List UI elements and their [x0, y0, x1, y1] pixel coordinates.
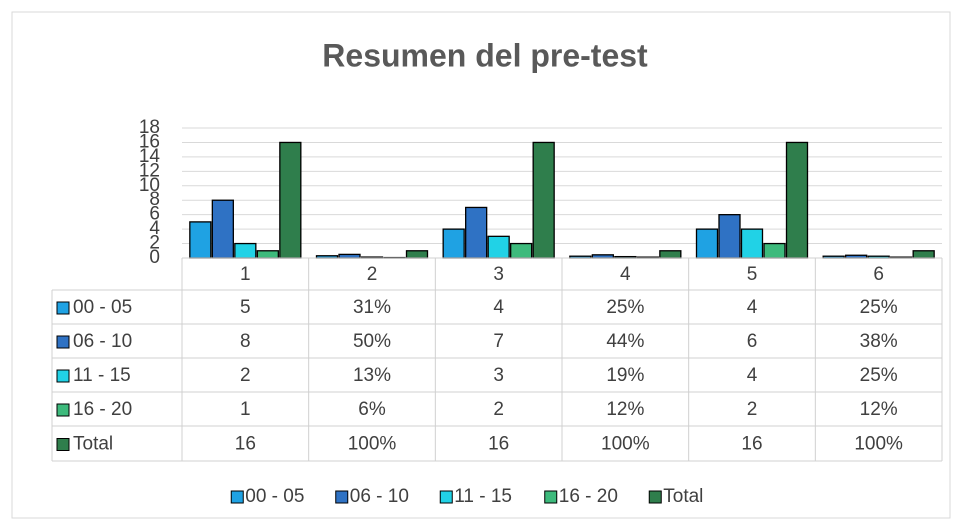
table-cell: 4 [747, 365, 758, 386]
bar [785, 141, 809, 259]
bar [442, 228, 465, 259]
y-tick-label: 2 [149, 233, 160, 254]
y-tick-label: 18 [139, 117, 160, 138]
bar [405, 250, 429, 259]
y-tick-label: 16 [139, 131, 160, 152]
table-cell: 13% [353, 365, 391, 386]
legend-label: 11 - 15 [454, 486, 512, 507]
table-series-name: Total [73, 434, 113, 455]
bar [510, 242, 533, 259]
table-cell: 12% [860, 399, 898, 420]
table-series-name: 00 - 05 [73, 297, 132, 318]
y-tick-label: 14 [139, 146, 161, 167]
bar [659, 250, 682, 259]
table-series-name: 06 - 10 [73, 331, 132, 352]
x-tick-label: 2 [367, 264, 378, 285]
table-cell: 3 [493, 365, 504, 386]
x-tick-label: 4 [620, 264, 631, 285]
legend-swatch [439, 490, 453, 504]
bar [718, 214, 741, 259]
bar [211, 199, 234, 259]
chart-frame [11, 11, 951, 519]
chart-title: Resumen del pre-test [322, 37, 648, 73]
table-series-name: 16 - 20 [73, 399, 132, 420]
y-tick-label: 8 [149, 189, 160, 210]
bar [279, 141, 302, 259]
table-cell: 7 [493, 331, 504, 352]
table-cell: 5 [240, 297, 251, 318]
y-tick-label: 10 [139, 175, 160, 196]
legend-swatch [56, 335, 70, 349]
legend-swatch [648, 490, 662, 504]
bar [763, 242, 786, 259]
table-cell: 25% [860, 365, 898, 386]
table-cell: 6% [358, 399, 386, 420]
bar [465, 206, 488, 259]
table-cell: 25% [860, 297, 898, 318]
table-cell: 6 [747, 331, 758, 352]
table-cell: 31% [353, 297, 391, 318]
legend-label: 00 - 05 [245, 486, 304, 507]
table-cell: 2 [240, 365, 251, 386]
bar [695, 228, 719, 259]
legend-label: 16 - 20 [559, 486, 618, 507]
bar [532, 141, 555, 259]
bar [234, 242, 257, 259]
bar [487, 235, 510, 259]
table-cell: 44% [606, 331, 644, 352]
table-cell: 38% [860, 331, 898, 352]
bar [189, 221, 212, 259]
x-tick-label: 5 [747, 264, 758, 285]
bar [740, 228, 764, 259]
bar [912, 250, 935, 259]
table-cell: 50% [353, 331, 391, 352]
legend-swatch [230, 490, 244, 504]
table-cell: 100% [601, 434, 650, 455]
legend-swatch [544, 490, 558, 504]
table-series-name: 11 - 15 [73, 365, 131, 386]
table-cell: 4 [493, 297, 504, 318]
bar [256, 250, 279, 259]
y-tick-label: 12 [139, 160, 160, 181]
table-cell: 1 [240, 399, 251, 420]
table-cell: 16 [235, 434, 256, 455]
table-cell: 100% [854, 434, 903, 455]
y-tick-label: 6 [149, 204, 160, 225]
table-cell: 8 [240, 331, 251, 352]
table-cell: 19% [606, 365, 644, 386]
legend-swatch [335, 490, 349, 504]
legend-swatch [56, 301, 70, 315]
bar [338, 253, 361, 259]
y-tick-label: 0 [149, 247, 160, 268]
table-cell: 2 [747, 399, 758, 420]
legend-label: 06 - 10 [350, 486, 409, 507]
legend-swatch [56, 369, 70, 383]
table-cell: 4 [747, 297, 758, 318]
y-tick-label: 4 [149, 218, 160, 239]
table-cell: 100% [348, 434, 397, 455]
x-tick-label: 3 [493, 264, 504, 285]
table-cell: 12% [606, 399, 644, 420]
legend-swatch [56, 438, 70, 451]
table-cell: 25% [606, 297, 644, 318]
table-cell: 16 [488, 434, 509, 455]
legend-label: Total [663, 486, 703, 507]
table-cell: 2 [493, 399, 504, 420]
table-cell: 16 [741, 434, 762, 455]
x-tick-label: 6 [873, 264, 884, 285]
legend-swatch [56, 403, 70, 417]
x-tick-label: 1 [240, 264, 251, 285]
